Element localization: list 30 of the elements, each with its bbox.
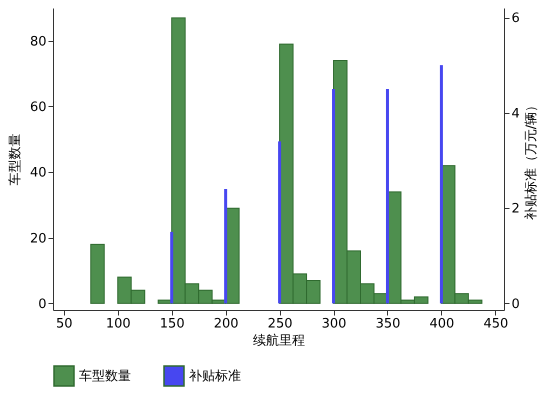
y-tick-label: 40 bbox=[30, 166, 46, 181]
bar bbox=[386, 88, 389, 304]
x-tick-label: 400 bbox=[430, 316, 454, 332]
x-tick-label: 450 bbox=[483, 316, 508, 332]
x-tick-label: 150 bbox=[160, 316, 185, 332]
y-tick-label: 20 bbox=[30, 231, 46, 246]
bar bbox=[90, 244, 105, 304]
y2-tick-label: 2 bbox=[512, 202, 520, 217]
bar bbox=[224, 189, 228, 304]
x-tick-label: 350 bbox=[376, 316, 400, 332]
x-axis-title: 续航里程 bbox=[253, 334, 305, 348]
bar bbox=[278, 141, 282, 304]
bar bbox=[170, 232, 174, 304]
legend-label: 补贴标准 bbox=[189, 369, 241, 384]
y-tick-label: 80 bbox=[30, 34, 46, 50]
y2-tick-label: 6 bbox=[512, 11, 520, 26]
y-tick-label: 60 bbox=[30, 100, 46, 115]
bar bbox=[440, 65, 443, 304]
legend-label: 车型数量 bbox=[79, 369, 131, 384]
y2-tick-label: 4 bbox=[512, 106, 520, 122]
bar bbox=[332, 88, 336, 304]
y-tick-label: 0 bbox=[38, 296, 46, 312]
x-tick-label: 200 bbox=[214, 316, 239, 332]
y2-axis-title: 补贴标准（万元/辆） bbox=[524, 98, 539, 220]
x-tick-label: 100 bbox=[106, 316, 131, 332]
x-tick-label: 50 bbox=[56, 316, 73, 332]
x-tick-label: 250 bbox=[268, 316, 292, 332]
x-tick-label: 300 bbox=[322, 316, 346, 332]
y-axis-title: 车型数量 bbox=[8, 134, 23, 186]
y2-tick-label: 0 bbox=[512, 296, 520, 312]
